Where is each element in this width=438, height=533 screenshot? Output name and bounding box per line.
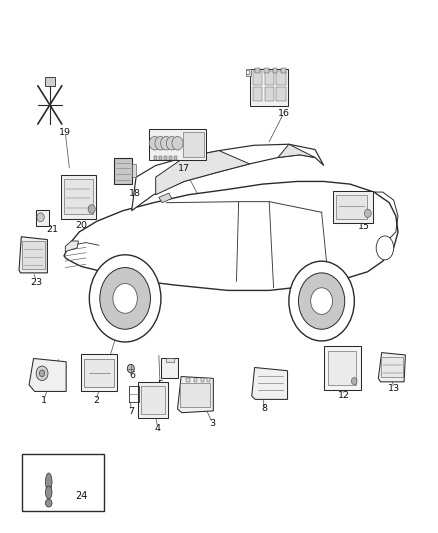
Bar bbox=[138, 382, 168, 418]
Bar bbox=[85, 359, 114, 387]
Bar bbox=[265, 71, 274, 85]
Bar bbox=[141, 386, 165, 414]
Circle shape bbox=[172, 136, 183, 150]
Bar bbox=[265, 87, 274, 101]
Circle shape bbox=[37, 213, 44, 222]
Text: 13: 13 bbox=[388, 384, 400, 393]
Text: 16: 16 bbox=[278, 109, 290, 118]
Bar bbox=[250, 69, 288, 106]
Ellipse shape bbox=[46, 499, 52, 507]
Circle shape bbox=[39, 370, 45, 377]
Bar bbox=[61, 175, 96, 219]
Bar bbox=[207, 377, 211, 382]
Circle shape bbox=[89, 255, 161, 342]
Bar bbox=[253, 71, 262, 85]
Circle shape bbox=[127, 365, 134, 373]
Circle shape bbox=[298, 273, 345, 329]
Bar bbox=[154, 156, 157, 160]
Polygon shape bbox=[64, 181, 398, 290]
Bar bbox=[246, 69, 251, 76]
Bar bbox=[276, 71, 286, 85]
Circle shape bbox=[289, 261, 354, 341]
Polygon shape bbox=[177, 376, 213, 413]
Bar bbox=[255, 68, 260, 73]
Text: 18: 18 bbox=[129, 189, 141, 198]
Polygon shape bbox=[378, 353, 406, 382]
Bar bbox=[45, 77, 55, 86]
Text: 15: 15 bbox=[358, 222, 370, 231]
Ellipse shape bbox=[376, 236, 394, 260]
Bar bbox=[81, 354, 117, 391]
Text: 21: 21 bbox=[46, 225, 58, 234]
Bar bbox=[272, 68, 277, 73]
Bar bbox=[324, 346, 361, 390]
Text: 4: 4 bbox=[155, 424, 161, 433]
Ellipse shape bbox=[46, 486, 52, 499]
Polygon shape bbox=[278, 144, 315, 158]
Bar bbox=[381, 357, 403, 377]
Circle shape bbox=[311, 288, 332, 314]
Polygon shape bbox=[65, 241, 78, 252]
Bar bbox=[161, 358, 178, 378]
Circle shape bbox=[161, 136, 172, 150]
Bar bbox=[264, 68, 269, 73]
Circle shape bbox=[36, 366, 48, 381]
Bar bbox=[253, 87, 262, 101]
Bar bbox=[328, 351, 357, 385]
Text: 8: 8 bbox=[262, 405, 268, 414]
Bar bbox=[21, 454, 104, 511]
Text: 3: 3 bbox=[209, 419, 215, 428]
Bar bbox=[187, 377, 190, 382]
Text: 2: 2 bbox=[93, 396, 99, 405]
Bar bbox=[35, 209, 49, 225]
Bar bbox=[332, 191, 373, 223]
Polygon shape bbox=[155, 151, 250, 195]
Bar bbox=[180, 383, 210, 407]
Bar bbox=[169, 156, 172, 160]
Ellipse shape bbox=[46, 473, 52, 490]
Text: 7: 7 bbox=[128, 407, 134, 416]
Bar bbox=[276, 87, 286, 101]
Bar bbox=[336, 195, 367, 219]
Circle shape bbox=[351, 377, 357, 385]
Bar bbox=[22, 241, 45, 269]
Circle shape bbox=[149, 136, 160, 150]
Bar bbox=[159, 156, 162, 160]
Bar bbox=[201, 377, 205, 382]
Polygon shape bbox=[29, 359, 66, 391]
Text: 24: 24 bbox=[75, 491, 87, 502]
Polygon shape bbox=[252, 368, 288, 399]
Circle shape bbox=[246, 70, 250, 75]
Bar bbox=[194, 377, 197, 382]
Circle shape bbox=[113, 284, 138, 313]
Bar bbox=[166, 358, 174, 361]
Text: 23: 23 bbox=[30, 278, 42, 287]
Polygon shape bbox=[159, 193, 172, 203]
Text: 17: 17 bbox=[178, 164, 190, 173]
Polygon shape bbox=[132, 144, 324, 211]
Bar bbox=[183, 132, 204, 157]
Text: 6: 6 bbox=[130, 371, 135, 380]
Text: 1: 1 bbox=[40, 396, 46, 405]
Circle shape bbox=[364, 209, 371, 217]
Bar bbox=[149, 130, 206, 160]
Circle shape bbox=[155, 136, 166, 150]
Text: 5: 5 bbox=[157, 380, 163, 389]
Bar bbox=[114, 158, 132, 184]
Text: 19: 19 bbox=[59, 128, 71, 137]
Bar bbox=[174, 156, 177, 160]
Bar bbox=[132, 164, 136, 177]
Circle shape bbox=[88, 205, 95, 213]
Text: 12: 12 bbox=[337, 391, 350, 400]
Text: 20: 20 bbox=[75, 221, 88, 230]
Bar bbox=[164, 156, 167, 160]
Circle shape bbox=[166, 136, 177, 150]
Bar bbox=[64, 179, 93, 214]
Circle shape bbox=[100, 268, 150, 329]
Polygon shape bbox=[19, 237, 47, 273]
Bar bbox=[281, 68, 286, 73]
